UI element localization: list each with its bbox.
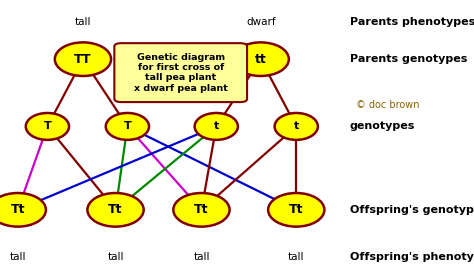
- Text: genotypes: genotypes: [349, 121, 415, 132]
- Ellipse shape: [87, 193, 144, 226]
- Text: T: T: [124, 121, 131, 132]
- Text: © doc brown: © doc brown: [356, 100, 419, 110]
- Ellipse shape: [55, 43, 111, 76]
- Ellipse shape: [106, 113, 149, 140]
- Text: t: t: [214, 121, 219, 132]
- Text: tall: tall: [288, 252, 304, 262]
- Text: Genetic diagram
for first cross of
tall pea plant
x dwarf pea plant: Genetic diagram for first cross of tall …: [134, 52, 228, 93]
- Text: Tt: Tt: [10, 203, 25, 216]
- Ellipse shape: [26, 113, 69, 140]
- Text: tall: tall: [9, 252, 26, 262]
- Ellipse shape: [173, 193, 229, 226]
- Text: Tt: Tt: [289, 203, 303, 216]
- Ellipse shape: [0, 193, 46, 226]
- Text: T: T: [44, 121, 51, 132]
- Text: Offspring's phenotypes: Offspring's phenotypes: [349, 252, 474, 262]
- Text: tall: tall: [193, 252, 210, 262]
- Text: tall: tall: [107, 252, 124, 262]
- Text: Parents phenotypes: Parents phenotypes: [349, 16, 474, 27]
- Text: tall: tall: [75, 16, 91, 27]
- Text: Tt: Tt: [108, 203, 123, 216]
- Text: t: t: [293, 121, 299, 132]
- Ellipse shape: [233, 43, 289, 76]
- Text: Offspring's genotypes: Offspring's genotypes: [349, 205, 474, 215]
- Text: TT: TT: [74, 53, 91, 66]
- Text: Tt: Tt: [194, 203, 209, 216]
- Ellipse shape: [195, 113, 238, 140]
- Ellipse shape: [268, 193, 324, 226]
- FancyBboxPatch shape: [114, 43, 247, 102]
- Text: dwarf: dwarf: [246, 16, 275, 27]
- Text: tt: tt: [255, 53, 266, 66]
- Ellipse shape: [274, 113, 318, 140]
- Text: Parents genotypes: Parents genotypes: [349, 54, 467, 64]
